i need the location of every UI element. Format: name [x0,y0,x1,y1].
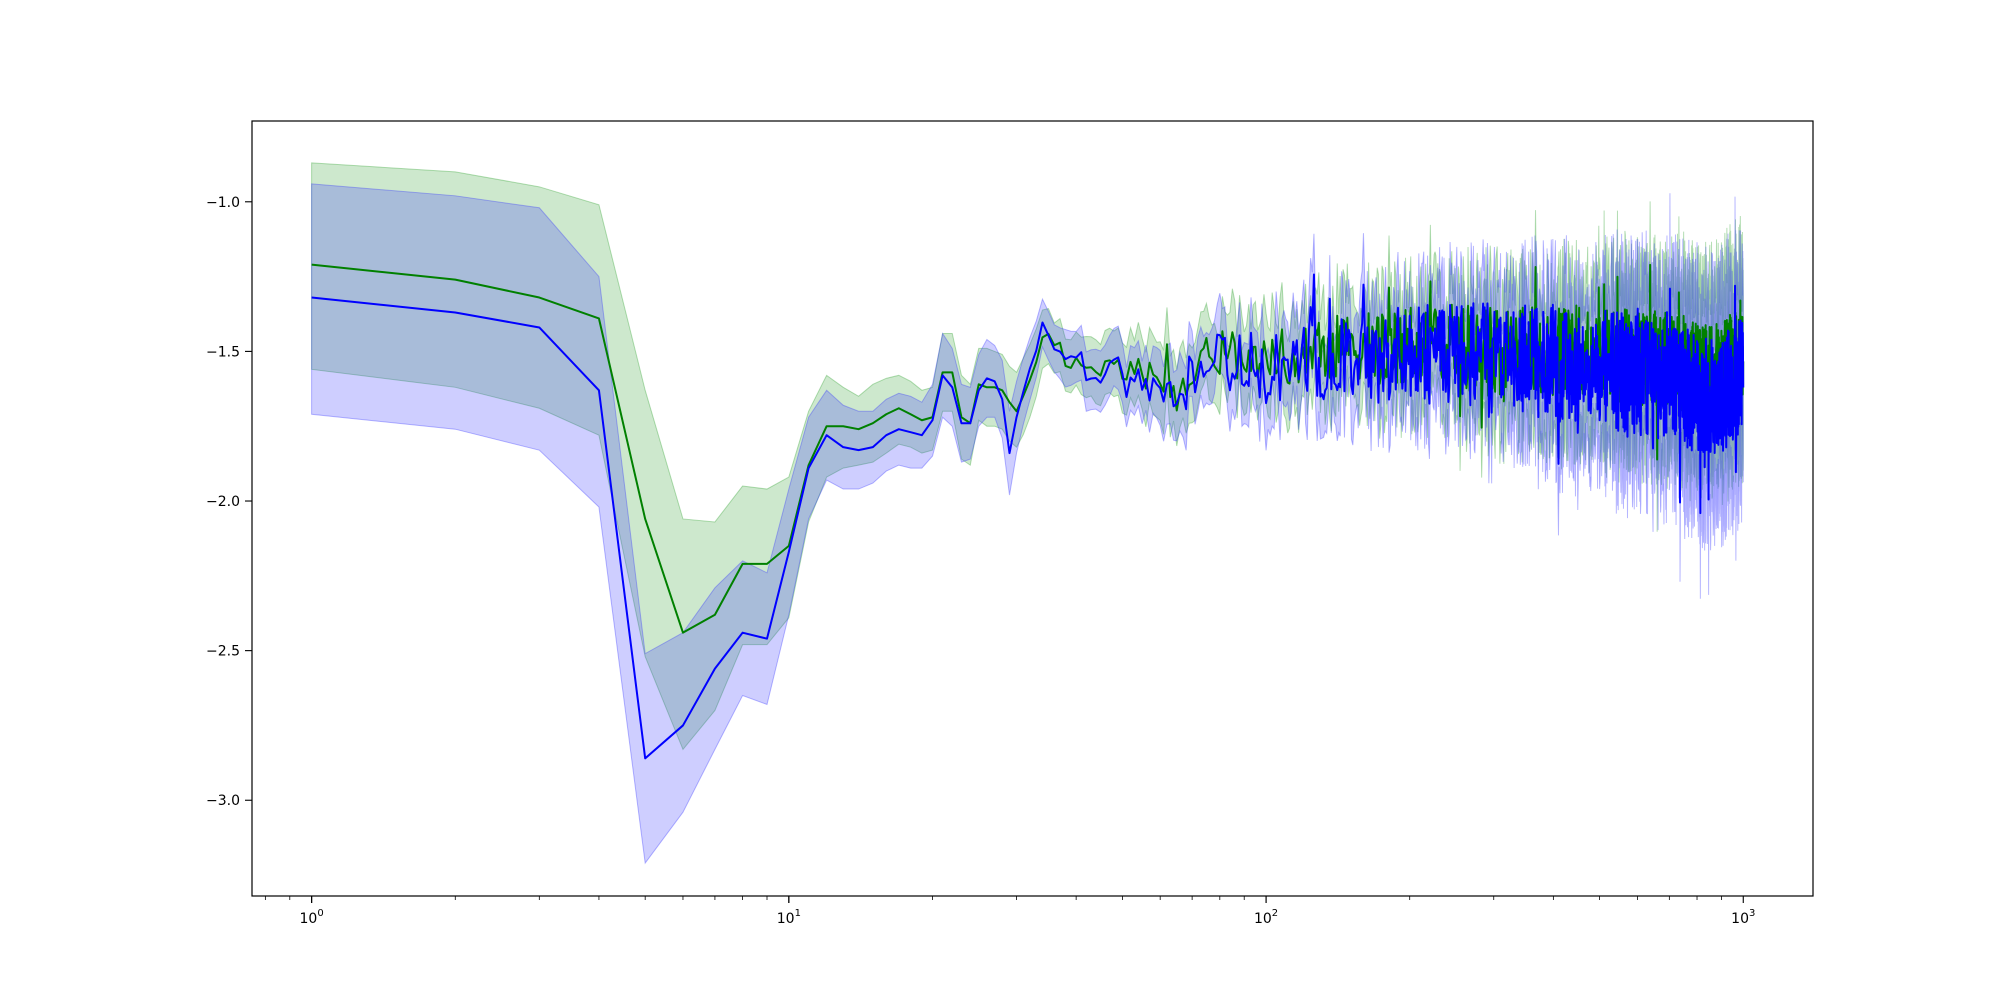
x-tick-label: 101 [777,908,801,927]
series-1-line [311,273,1745,760]
x-tick-label: 100 [300,908,324,927]
y-tick-label: −1.0 [206,195,240,211]
x-axis: 100 101 102 103 [264,896,1755,927]
y-axis: −1.0 −1.5 −2.0 −2.5 −3.0 [206,195,252,809]
series-1-band [311,183,1744,865]
x-tick-label: 102 [1254,908,1278,927]
confidence-bands [311,162,1744,865]
plot-frame [251,120,1814,897]
y-tick-label: −1.5 [206,344,240,360]
y-tick-label: −3.0 [206,793,240,809]
x-tick-label: 103 [1731,908,1755,927]
y-tick-label: −2.0 [206,494,240,510]
series-lines [311,263,1745,760]
y-tick-label: −2.5 [206,644,240,660]
series-0-band [311,162,1744,751]
